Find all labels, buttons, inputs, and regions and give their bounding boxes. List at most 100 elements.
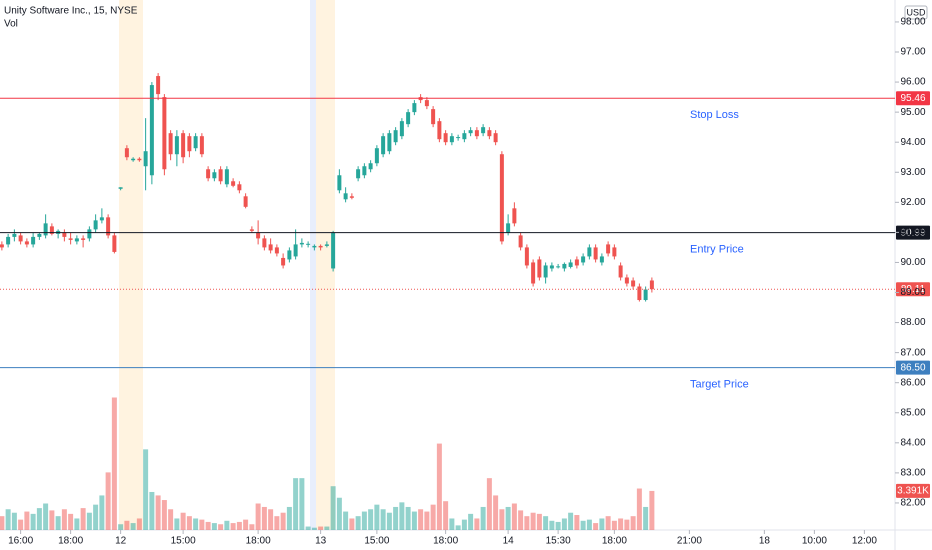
volume-bar [624,519,630,530]
level-price-label: 95.46 [900,93,925,104]
volume-bar [86,512,92,530]
session-highlight [310,0,316,530]
volume-bar [255,503,261,530]
volume-bar [505,506,511,530]
volume-bar [268,509,274,530]
level-annotation: Entry Price [690,244,744,256]
volume-title: Vol [4,19,18,30]
candle-body [381,136,386,155]
candle-body [0,244,4,248]
candle-body [137,158,142,161]
volume-bar [605,516,611,530]
candle-body [524,247,529,266]
candle-body [606,244,611,254]
candle-body [156,76,161,95]
candle-body [631,280,636,287]
candle-body [193,136,198,149]
volume-bar [155,495,161,530]
volume-bar [236,521,242,530]
candle-body [143,151,148,167]
candle-body [431,109,436,125]
candle-body [199,136,204,155]
volume-bar [593,523,599,530]
candle-body [599,256,604,263]
x-tick-label: 14 [503,536,515,547]
volume-bar [193,518,199,530]
volume-bar [474,518,480,530]
volume-bar [368,509,374,530]
candle-body [293,244,298,257]
x-tick-label: 21:00 [677,536,702,547]
volume-bar [486,478,492,530]
volume-bar [118,524,124,530]
candle-body [212,172,217,179]
x-tick-label: 18:00 [602,536,627,547]
volume-bar [199,519,205,530]
volume-bar [80,508,86,530]
candle-body [343,193,348,200]
candle-body [362,166,367,176]
candle-body [537,259,542,278]
candle-body [124,148,129,158]
candle-body [6,236,11,245]
volume-bar [336,497,342,530]
last-price-box [896,282,930,297]
candle-body [331,232,336,269]
volume-bar [0,516,5,530]
y-tick-label: 94.00 [900,137,925,148]
candle-body [499,154,504,242]
candle-body [181,133,186,158]
volume-bar [461,519,467,530]
candle-body [556,266,561,268]
volume-bar [224,520,230,530]
candle-body [218,169,223,182]
candle-body [206,169,211,179]
candle-body [74,238,79,242]
candle-body [149,85,154,176]
candle-body [412,103,417,113]
volume-bar [380,509,386,530]
candle-body [387,133,392,152]
candle-body [462,133,467,140]
candle-body [393,130,398,143]
volume-bar [299,478,305,530]
candle-body [618,265,623,278]
candle-body [468,130,473,134]
volume-bar [518,510,524,530]
volume-bar [361,511,367,530]
session-highlight [316,0,335,530]
candle-body [506,223,511,233]
volume-bar [49,510,55,530]
x-tick-label: 15:00 [171,536,196,547]
volume-bar [74,518,80,530]
volume-bar [586,519,592,530]
volume-bar [261,506,267,530]
session-highlight [119,0,143,530]
volume-bar [386,512,392,530]
candle-body [274,247,279,254]
volume-bar [274,516,280,530]
candle-body [349,196,354,198]
x-tick-label: 18:00 [246,536,271,547]
candle-body [324,244,329,246]
candle-body [487,130,492,137]
candle-body [112,235,117,252]
candle-body [562,263,567,269]
volume-bar [630,516,636,530]
candle-body [568,262,573,267]
candle-body [224,169,229,185]
y-tick-label: 83.00 [900,468,925,479]
volume-bar [393,506,399,530]
volume-bar [374,504,380,530]
y-tick-label: 85.00 [900,407,925,418]
candle-body [549,265,554,269]
candle-body [406,112,411,125]
volume-bar [493,495,499,530]
volume-bar [499,509,505,530]
currency-box[interactable] [904,5,928,20]
candle-body [531,262,536,284]
candle-body [131,158,136,161]
candle-body [574,259,579,266]
x-tick-label: 16:00 [8,536,33,547]
